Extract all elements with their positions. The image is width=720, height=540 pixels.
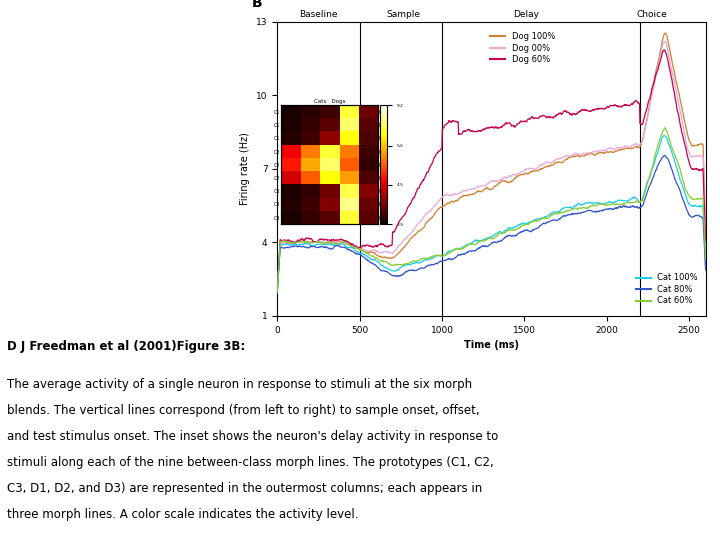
Text: Baseline: Baseline	[299, 10, 337, 19]
Text: blends. The vertical lines correspond (from left to right) to sample onset, offs: blends. The vertical lines correspond (f…	[7, 404, 480, 417]
Text: three morph lines. A color scale indicates the activity level.: three morph lines. A color scale indicat…	[7, 508, 359, 521]
Text: B: B	[251, 0, 262, 10]
Text: Sample: Sample	[387, 10, 420, 19]
Legend: Cat 100%, Cat 80%, Cat 60%: Cat 100%, Cat 80%, Cat 60%	[632, 270, 701, 309]
Text: The average activity of a single neuron in response to stimuli at the six morph: The average activity of a single neuron …	[7, 378, 472, 391]
Title: Cats   Dogs: Cats Dogs	[314, 99, 345, 104]
Text: C3, D1, D2, and D3) are represented in the outermost columns; each appears in: C3, D1, D2, and D3) are represented in t…	[7, 482, 482, 495]
Text: Choice: Choice	[636, 10, 667, 19]
Text: Delay: Delay	[513, 10, 539, 19]
Y-axis label: Firing rate (Hz): Firing rate (Hz)	[240, 132, 251, 205]
X-axis label: Time (ms): Time (ms)	[464, 340, 519, 350]
Text: D J Freedman et al (2001)Figure 3B:: D J Freedman et al (2001)Figure 3B:	[7, 340, 246, 353]
Text: stimuli along each of the nine between-class morph lines. The prototypes (C1, C2: stimuli along each of the nine between-c…	[7, 456, 494, 469]
Text: and test stimulus onset. The inset shows the neuron's delay activity in response: and test stimulus onset. The inset shows…	[7, 430, 498, 443]
